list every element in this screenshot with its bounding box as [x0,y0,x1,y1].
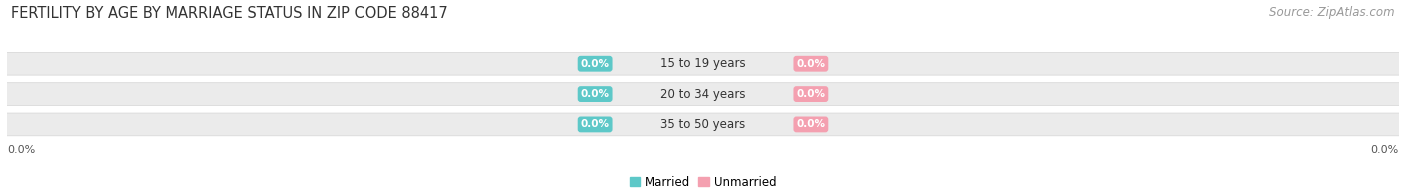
Text: Source: ZipAtlas.com: Source: ZipAtlas.com [1270,6,1395,19]
FancyBboxPatch shape [0,52,1406,75]
Text: 35 to 50 years: 35 to 50 years [661,118,745,131]
Text: 0.0%: 0.0% [581,59,610,69]
Text: 0.0%: 0.0% [581,119,610,129]
Text: 0.0%: 0.0% [1371,145,1399,155]
Legend: Married, Unmarried: Married, Unmarried [624,171,782,193]
Text: FERTILITY BY AGE BY MARRIAGE STATUS IN ZIP CODE 88417: FERTILITY BY AGE BY MARRIAGE STATUS IN Z… [11,6,449,21]
Text: 20 to 34 years: 20 to 34 years [661,88,745,101]
Text: 15 to 19 years: 15 to 19 years [661,57,745,70]
Text: 0.0%: 0.0% [581,89,610,99]
FancyBboxPatch shape [0,83,1406,105]
FancyBboxPatch shape [0,113,1406,136]
Text: 0.0%: 0.0% [796,59,825,69]
Text: 0.0%: 0.0% [796,89,825,99]
Text: 0.0%: 0.0% [796,119,825,129]
Text: 0.0%: 0.0% [7,145,35,155]
